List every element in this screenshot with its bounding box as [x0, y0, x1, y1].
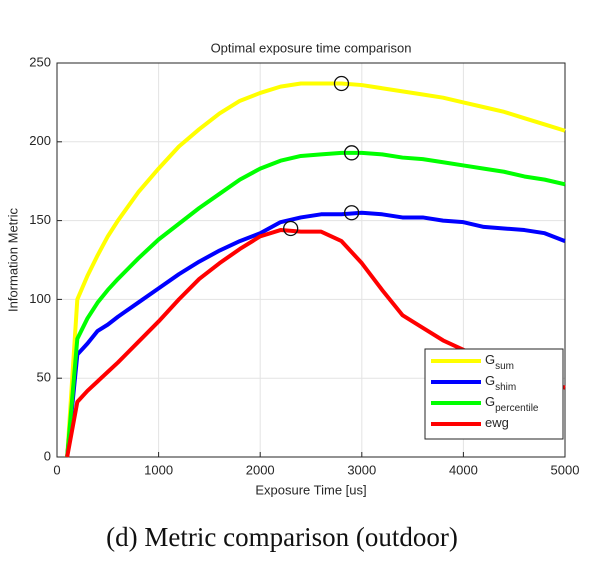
x-tick-label: 0: [53, 462, 60, 477]
peak-marker: [283, 220, 299, 237]
legend-subscript: shim: [495, 382, 516, 393]
legend-name: G: [485, 352, 495, 367]
y-tick-label: 50: [37, 370, 51, 385]
y-axis-label: Information Metric: [5, 207, 20, 312]
x-tick-label: 2000: [246, 462, 275, 477]
peak-marker: [343, 145, 360, 161]
legend-label: Gshim: [485, 373, 516, 392]
y-tick-label: 150: [29, 212, 51, 227]
chart-title: Optimal exposure time comparison: [211, 40, 412, 55]
data-line: [65, 150, 566, 458]
x-tick-label: 3000: [347, 462, 376, 477]
caption: (d) Metric comparison (outdoor): [106, 522, 458, 552]
x-tick-label: 4000: [449, 462, 478, 477]
legend-subscript: percentile: [495, 403, 539, 414]
legend-label: Gpercentile: [485, 394, 539, 413]
data-line: [65, 81, 566, 458]
peak-marker: [333, 75, 350, 92]
data-line: [65, 210, 566, 458]
x-axis-label: Exposure Time [us]: [255, 482, 366, 497]
y-tick-label: 0: [44, 448, 51, 463]
legend-label: Gsum: [485, 352, 514, 371]
peak-marker: [343, 205, 360, 221]
x-tick-label: 1000: [144, 462, 173, 477]
y-tick-label: 200: [29, 133, 51, 148]
y-tick-label: 250: [29, 54, 51, 69]
x-tick-label: 5000: [551, 462, 580, 477]
legend-label: ewg: [485, 415, 509, 430]
y-tick-label: 100: [29, 291, 51, 306]
legend-name: G: [485, 373, 495, 388]
legend-subscript: sum: [495, 361, 514, 372]
plot-frame: [56, 62, 566, 458]
legend-name: ewg: [485, 415, 509, 430]
legend-name: G: [485, 394, 495, 409]
